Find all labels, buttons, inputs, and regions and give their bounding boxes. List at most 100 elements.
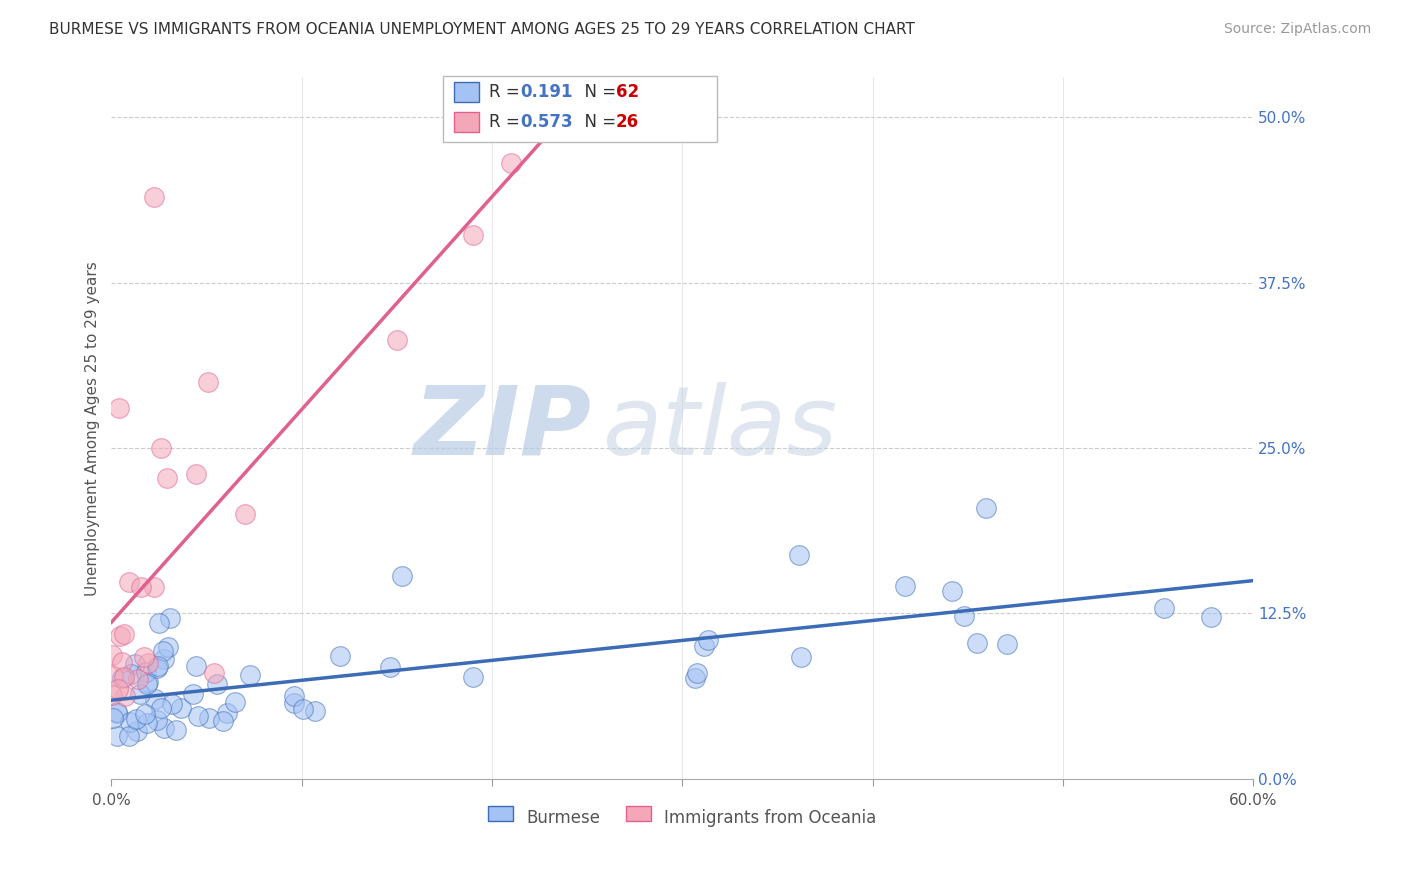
Point bbox=[148, 616, 170, 631]
Point bbox=[127, 723, 149, 738]
Point bbox=[103, 711, 125, 725]
Point bbox=[135, 665, 157, 680]
Point bbox=[692, 640, 714, 654]
Point bbox=[789, 650, 811, 665]
Point bbox=[894, 579, 917, 593]
Point bbox=[159, 611, 181, 625]
Text: 0.191: 0.191 bbox=[520, 83, 572, 101]
Point bbox=[101, 669, 124, 683]
Point bbox=[100, 688, 122, 702]
Point bbox=[105, 705, 128, 719]
Point bbox=[107, 730, 129, 744]
Point bbox=[112, 627, 135, 641]
Point bbox=[215, 706, 238, 720]
Point bbox=[129, 580, 152, 594]
Point bbox=[378, 660, 401, 674]
Point bbox=[153, 721, 176, 735]
Point bbox=[202, 666, 225, 681]
Point bbox=[224, 695, 246, 709]
Text: ZIP: ZIP bbox=[413, 382, 591, 475]
Point bbox=[108, 629, 131, 643]
Point bbox=[105, 706, 128, 721]
Point bbox=[136, 674, 159, 689]
Point bbox=[135, 715, 157, 730]
Point bbox=[966, 636, 988, 650]
Point bbox=[187, 708, 209, 723]
Point bbox=[153, 652, 176, 666]
Text: atlas: atlas bbox=[602, 382, 838, 475]
Point bbox=[211, 714, 233, 729]
Point bbox=[1199, 610, 1222, 624]
Text: N =: N = bbox=[574, 113, 621, 131]
Text: 0.573: 0.573 bbox=[520, 113, 572, 131]
Point bbox=[136, 656, 159, 670]
Point bbox=[186, 467, 208, 481]
Point bbox=[184, 659, 207, 673]
Point bbox=[143, 189, 166, 203]
Point bbox=[683, 671, 706, 685]
Text: R =: R = bbox=[489, 113, 526, 131]
Point bbox=[953, 609, 976, 624]
Point bbox=[205, 676, 228, 690]
Point bbox=[685, 665, 707, 680]
Point bbox=[463, 670, 485, 684]
Point bbox=[148, 659, 170, 673]
Point bbox=[127, 672, 149, 686]
Point bbox=[114, 689, 136, 703]
Point bbox=[165, 723, 187, 737]
Point bbox=[181, 687, 204, 701]
Point bbox=[198, 711, 221, 725]
Point bbox=[108, 401, 131, 416]
Point bbox=[461, 227, 484, 242]
Point bbox=[112, 670, 135, 684]
Text: N =: N = bbox=[574, 83, 621, 101]
Point bbox=[111, 671, 134, 685]
Point bbox=[156, 640, 179, 654]
Point bbox=[1153, 600, 1175, 615]
Point bbox=[696, 632, 718, 647]
Point bbox=[129, 686, 152, 700]
Point bbox=[329, 649, 352, 664]
Point bbox=[197, 375, 219, 389]
Point bbox=[152, 644, 174, 658]
Text: R =: R = bbox=[489, 83, 526, 101]
Point bbox=[120, 667, 142, 681]
Point bbox=[150, 441, 173, 455]
Point bbox=[283, 697, 305, 711]
Point bbox=[239, 667, 262, 681]
Point bbox=[118, 729, 141, 743]
Point bbox=[149, 701, 172, 715]
Point bbox=[385, 333, 408, 347]
Point bbox=[118, 574, 141, 589]
Point bbox=[391, 569, 413, 583]
Point bbox=[292, 702, 315, 716]
Point bbox=[146, 713, 169, 727]
Text: BURMESE VS IMMIGRANTS FROM OCEANIA UNEMPLOYMENT AMONG AGES 25 TO 29 YEARS CORREL: BURMESE VS IMMIGRANTS FROM OCEANIA UNEMP… bbox=[49, 22, 915, 37]
Point bbox=[941, 584, 963, 599]
Point bbox=[170, 701, 193, 715]
Point bbox=[146, 661, 169, 675]
Text: 62: 62 bbox=[616, 83, 638, 101]
Y-axis label: Unemployment Among Ages 25 to 29 years: Unemployment Among Ages 25 to 29 years bbox=[86, 260, 100, 596]
Point bbox=[124, 657, 146, 671]
Point bbox=[304, 704, 326, 718]
Point bbox=[283, 689, 305, 703]
Point bbox=[107, 682, 129, 697]
Point bbox=[787, 548, 810, 562]
Point bbox=[499, 156, 522, 170]
Point bbox=[135, 677, 157, 691]
Point bbox=[125, 712, 148, 726]
Point bbox=[134, 706, 156, 721]
Point bbox=[101, 648, 124, 662]
Legend: Burmese, Immigrants from Oceania: Burmese, Immigrants from Oceania bbox=[482, 803, 883, 834]
Point bbox=[143, 580, 166, 594]
Point bbox=[110, 656, 132, 670]
Text: Source: ZipAtlas.com: Source: ZipAtlas.com bbox=[1223, 22, 1371, 37]
Point bbox=[156, 471, 179, 485]
Point bbox=[995, 636, 1018, 650]
Point bbox=[132, 650, 155, 665]
Point bbox=[974, 500, 997, 515]
Point bbox=[233, 507, 256, 521]
Point bbox=[143, 692, 166, 706]
Text: 26: 26 bbox=[616, 113, 638, 131]
